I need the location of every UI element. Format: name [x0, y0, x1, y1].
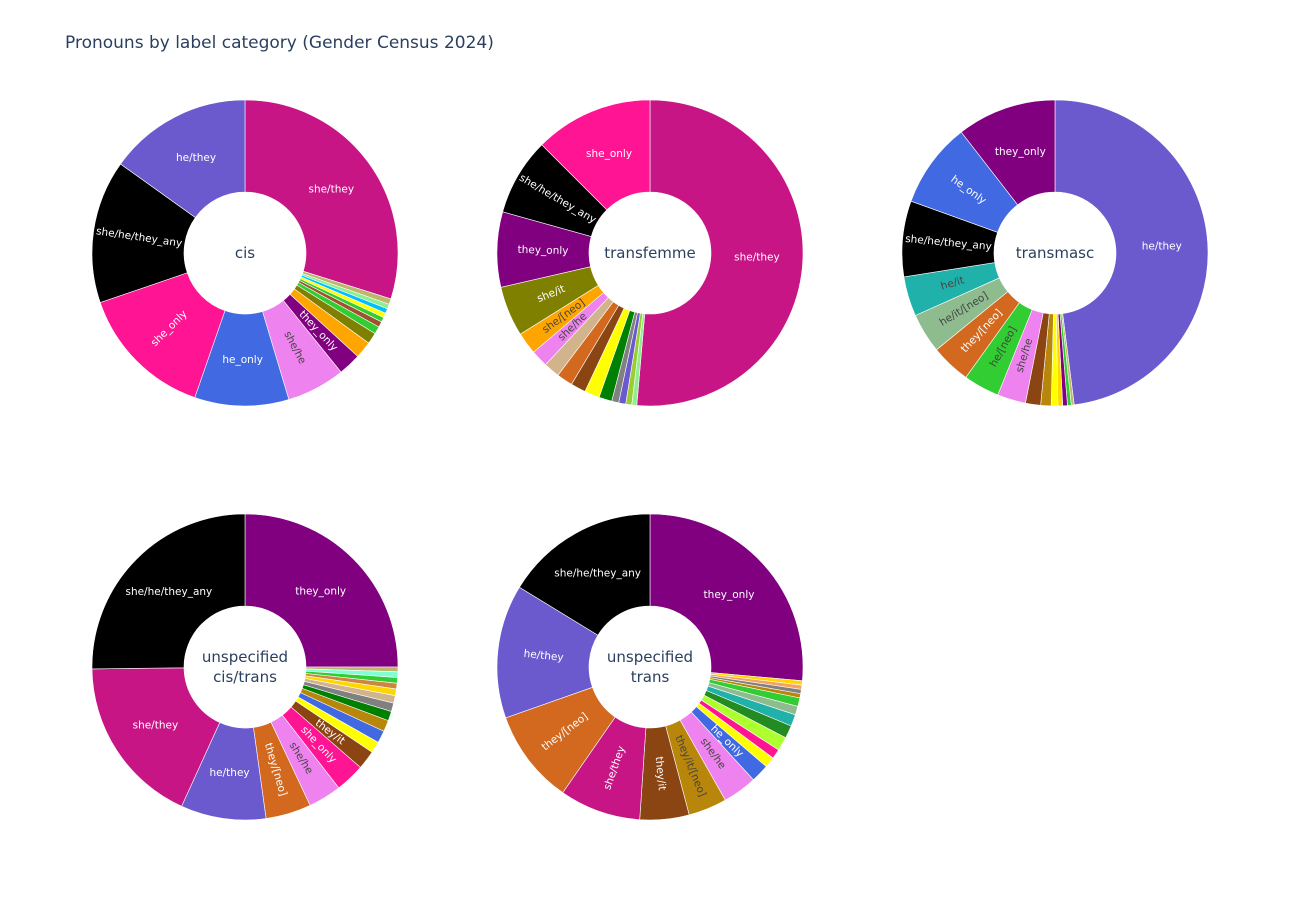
pie-slice[interactable]	[244, 513, 399, 668]
slice-label: they/it	[653, 756, 668, 791]
chart-title: Pronouns by label category (Gender Censu…	[65, 33, 494, 53]
slice-label: he/they	[1142, 240, 1182, 252]
pie-slice[interactable]	[541, 99, 651, 211]
donut-chart-4: they_onlyhe_onlyshe/hethey/it/[neo]they/…	[496, 513, 804, 821]
donut-chart-2: he/theyshe/hehe/[neo]they/[neo]he/it/[ne…	[901, 99, 1209, 407]
donut-chart-1: she/theyshe/heshe/[neo]she/itthey_onlysh…	[496, 99, 804, 407]
slice-label: she/he/they_any	[554, 568, 641, 580]
slice-label: he/they	[523, 648, 564, 664]
slice-label: he_only	[222, 354, 263, 366]
slice-label: they_only	[517, 244, 568, 257]
donut-chart-3: they_onlythey/itshe_onlyshe/hethey/[neo]…	[91, 513, 399, 821]
pie-slice[interactable]	[120, 99, 246, 218]
pie-slice[interactable]	[244, 99, 399, 300]
slice-label: they_only	[295, 585, 346, 597]
donut-center-label: cis	[235, 244, 255, 262]
slice-label: he/they	[176, 152, 216, 164]
slice-label: they_only	[995, 146, 1046, 158]
slice-label: she_only	[586, 148, 632, 160]
pie-slice[interactable]	[91, 667, 221, 807]
slice-label: she/they	[734, 252, 780, 264]
pie-slice[interactable]	[960, 99, 1056, 206]
pie-slice[interactable]	[1054, 99, 1209, 406]
donut-center-label: cis/trans	[213, 668, 277, 686]
pie-slice[interactable]	[91, 163, 196, 303]
pie-slice[interactable]	[91, 513, 246, 670]
pie-slice[interactable]	[519, 513, 651, 636]
slice-label: she/they	[308, 184, 354, 196]
slice-label: they_only	[704, 589, 755, 601]
donut-center-label: unspecified	[607, 648, 693, 666]
donut-center-label: unspecified	[202, 648, 288, 666]
slice-label: he/they	[210, 767, 250, 779]
slice-label: she/he/they_any	[125, 586, 212, 598]
donut-center-label: transmasc	[1016, 244, 1094, 262]
donut-chart-0: she/theythey_onlyshe/hehe_onlyshe_onlysh…	[91, 99, 399, 407]
pie-slice[interactable]	[99, 272, 226, 398]
pie-slice[interactable]	[649, 513, 804, 682]
pie-slice[interactable]	[636, 99, 804, 407]
slice-label: she/they	[133, 719, 179, 731]
donut-center-label: trans	[631, 668, 670, 686]
donut-center-label: transfemme	[604, 244, 696, 262]
